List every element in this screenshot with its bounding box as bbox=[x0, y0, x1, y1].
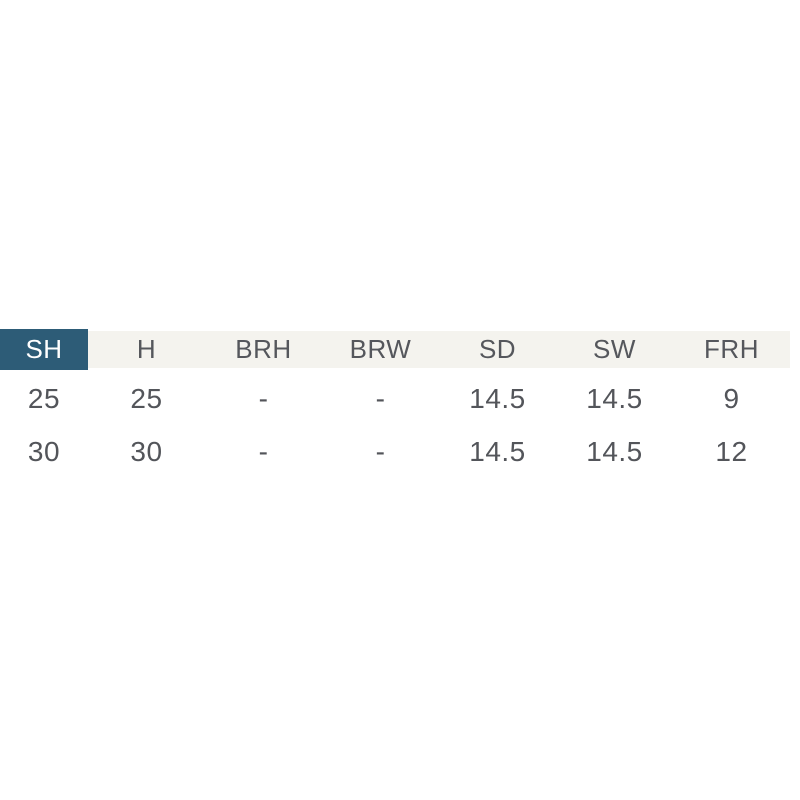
table-cell-sd: 14.5 bbox=[469, 382, 526, 414]
table-cell-sh: 30 bbox=[27, 435, 61, 467]
size-chart-table: SH H BRH BRW SD SW FRH 25 25 - - 14.5 14… bbox=[0, 329, 790, 478]
table-cell-h: 25 bbox=[130, 382, 163, 414]
table-row: 25 25 - - 14.5 14.5 9 bbox=[0, 372, 790, 425]
header-cell-h: H bbox=[136, 334, 157, 364]
table-cell-h: 30 bbox=[130, 435, 163, 467]
table-row: 30 30 - - 14.5 14.5 12 bbox=[0, 425, 790, 478]
table-cell-sh: 25 bbox=[27, 382, 61, 414]
table-cell-brw: - bbox=[375, 435, 386, 467]
header-cell-sh: SH bbox=[0, 329, 88, 370]
header-cell-frh: FRH bbox=[704, 334, 759, 364]
table-cell-brw: - bbox=[375, 382, 386, 414]
header-cell-brh: BRH bbox=[235, 334, 292, 364]
table-cell-frh: 12 bbox=[715, 435, 748, 467]
table-cell-frh: 9 bbox=[723, 382, 740, 414]
header-cell-sd: SD bbox=[478, 334, 517, 364]
table-cell-brh: - bbox=[258, 382, 269, 414]
header-cell-sw: SW bbox=[593, 334, 636, 364]
table-cell-sw: 14.5 bbox=[586, 382, 643, 414]
table-cell-brh: - bbox=[258, 435, 269, 467]
table-header-row: SH H BRH BRW SD SW FRH bbox=[0, 329, 790, 370]
table-cell-sw: 14.5 bbox=[586, 435, 643, 467]
table-cell-sd: 14.5 bbox=[469, 435, 526, 467]
header-cell-brw: BRW bbox=[349, 334, 412, 364]
